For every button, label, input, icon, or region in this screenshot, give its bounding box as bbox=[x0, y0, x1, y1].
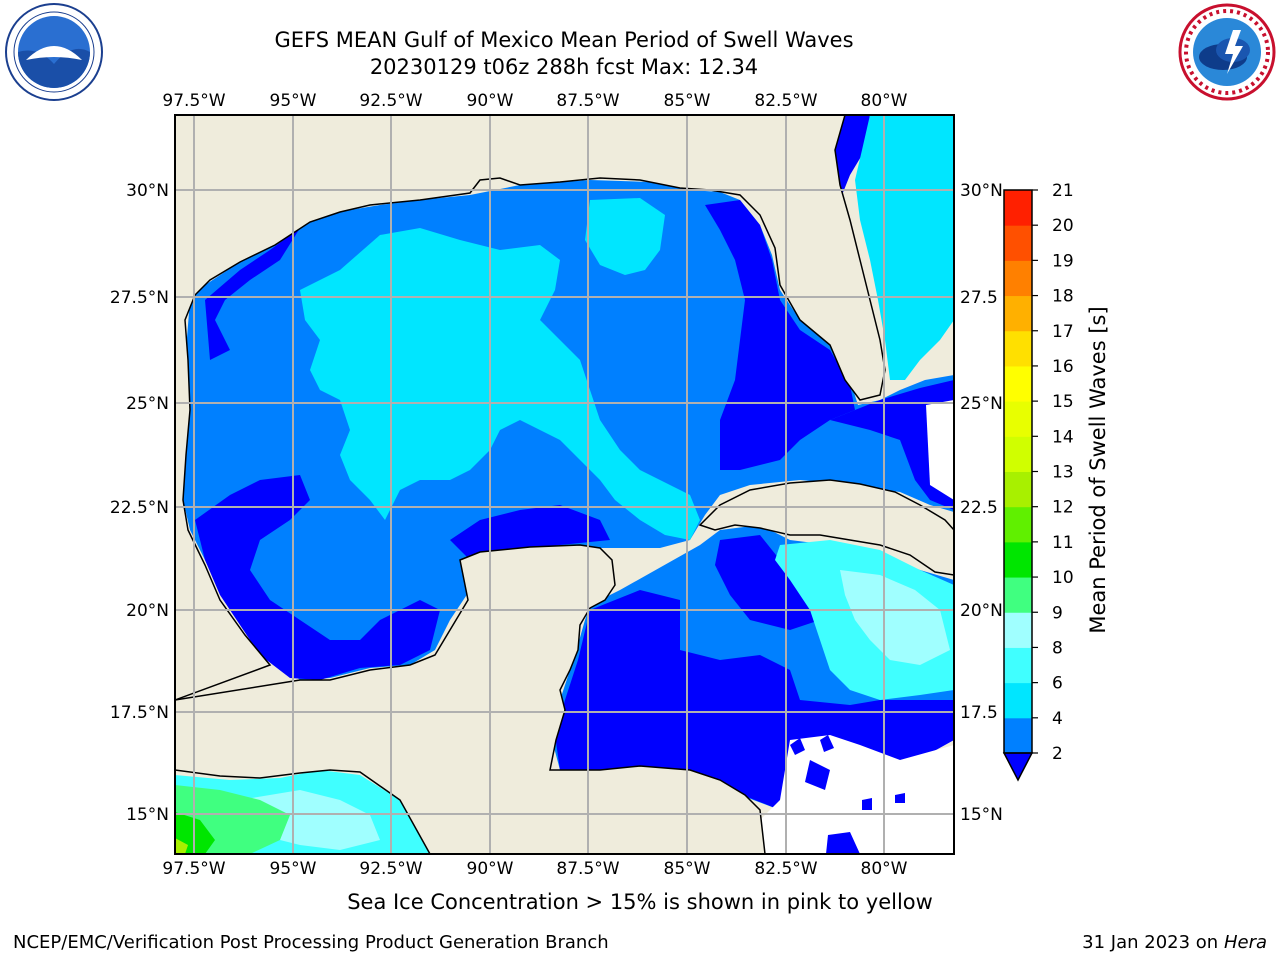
colorbar-segment bbox=[1004, 330, 1032, 367]
footer-host: Hera bbox=[1223, 932, 1267, 953]
colorbar-tick-label: 14 bbox=[1052, 427, 1074, 447]
colorbar-tick-label: 17 bbox=[1052, 322, 1074, 342]
lon-label: 95°W bbox=[270, 859, 317, 879]
lat-label: 30°N bbox=[960, 181, 1003, 201]
lat-label: 27.5°N bbox=[110, 288, 169, 308]
noaa-logo bbox=[5, 3, 103, 101]
lon-label: 97.5°W bbox=[162, 859, 225, 879]
colorbar-segment bbox=[1004, 225, 1032, 261]
national-weather-service-logo bbox=[1178, 3, 1276, 101]
colorbar-segment bbox=[1004, 295, 1032, 332]
caribbean-lighter-patch bbox=[840, 570, 950, 665]
colorbar: 2 4 6 8 9 10 11 12 13 14 15 16 17 18 19 20 21 bbox=[1002, 181, 1074, 782]
lat-label: 27.5 bbox=[960, 288, 998, 308]
left-latitude-labels: 30°N 27.5°N 25°N 22.5°N 20°N 17.5°N 15°N bbox=[110, 181, 169, 825]
colorbar-segment bbox=[1004, 541, 1032, 578]
lon-label: 87.5°W bbox=[556, 859, 619, 879]
missing-data-areas bbox=[760, 400, 954, 854]
yucatan-central-america bbox=[175, 544, 766, 854]
graticule bbox=[175, 115, 954, 854]
colorbar-tick-label: 16 bbox=[1052, 357, 1074, 377]
colorbar-tick-label: 9 bbox=[1052, 603, 1063, 623]
colorbar-segment bbox=[1004, 612, 1032, 648]
colorbar-tick-label: 19 bbox=[1052, 251, 1074, 271]
cuba bbox=[698, 479, 954, 576]
bottom-longitude-labels: 97.5°W 95°W 92.5°W 90°W 87.5°W 85°W 82.5… bbox=[162, 859, 907, 879]
lon-label: 92.5°W bbox=[359, 859, 422, 879]
scattered-blue-cells bbox=[790, 735, 905, 854]
lat-label: 20°N bbox=[960, 601, 1003, 621]
colorbar-tick-label: 18 bbox=[1052, 287, 1074, 307]
lat-label: 15°N bbox=[126, 805, 169, 825]
lon-label: 80°W bbox=[861, 859, 908, 879]
cyan-central-band bbox=[300, 228, 700, 540]
colorbar-tick-label: 15 bbox=[1052, 392, 1074, 412]
colorbar-segment bbox=[1004, 717, 1032, 754]
footer-date-text: 31 Jan 2023 on bbox=[1082, 932, 1224, 953]
lat-label: 20°N bbox=[126, 601, 169, 621]
atlantic-cyan bbox=[855, 115, 954, 380]
colorbar-segment bbox=[1004, 471, 1032, 508]
colorbar-tick-label: 20 bbox=[1052, 216, 1074, 236]
pacific-yellow-green bbox=[175, 838, 188, 854]
lat-label: 17.5 bbox=[960, 703, 998, 723]
colorbar-segment bbox=[1004, 682, 1032, 719]
colorbar-segment bbox=[1004, 436, 1032, 472]
colorbar-segment bbox=[1004, 190, 1032, 226]
colorbar-segment bbox=[1004, 506, 1032, 543]
lon-label: 87.5°W bbox=[556, 91, 619, 111]
colorbar-tick-label: 4 bbox=[1052, 709, 1063, 729]
colorbar-tick-label: 6 bbox=[1052, 674, 1063, 694]
lon-label: 85°W bbox=[664, 859, 711, 879]
colorbar-segment bbox=[1004, 577, 1032, 613]
lat-label: 22.5°N bbox=[110, 498, 169, 518]
colorbar-tick-label: 12 bbox=[1052, 498, 1074, 518]
lon-label: 90°W bbox=[467, 91, 514, 111]
colorbar-tick-label: 11 bbox=[1052, 533, 1074, 553]
lon-label: 82.5°W bbox=[754, 859, 817, 879]
colorbar-segment bbox=[1004, 401, 1032, 437]
footer-date: 31 Jan 2023 on Hera bbox=[1082, 932, 1267, 953]
lat-label: 25°N bbox=[126, 394, 169, 414]
right-latitude-labels: 30°N 27.5 25°N 22.5 20°N 17.5 15°N bbox=[960, 181, 1003, 825]
top-longitude-labels: 97.5°W 95°W 92.5°W 90°W 87.5°W 85°W 82.5… bbox=[162, 91, 907, 111]
colorbar-tick-label: 2 bbox=[1052, 744, 1063, 764]
lon-label: 85°W bbox=[664, 91, 711, 111]
colorbar-under-extension bbox=[1002, 752, 1034, 782]
colorbar-tick-label: 10 bbox=[1052, 568, 1074, 588]
cyan-north-patch bbox=[585, 198, 665, 275]
colorbar-label: Mean Period of Swell Waves [s] bbox=[1086, 306, 1110, 634]
lon-label: 92.5°W bbox=[359, 91, 422, 111]
lon-label: 82.5°W bbox=[754, 91, 817, 111]
lat-label: 22.5 bbox=[960, 498, 998, 518]
lat-label: 15°N bbox=[960, 805, 1003, 825]
lon-label: 80°W bbox=[861, 91, 908, 111]
lat-label: 30°N bbox=[126, 181, 169, 201]
colorbar-segment bbox=[1004, 365, 1032, 402]
sea-ice-note: Sea Ice Concentration > 15% is shown in … bbox=[347, 890, 933, 914]
lon-label: 97.5°W bbox=[162, 91, 225, 111]
colorbar-tick-label: 8 bbox=[1052, 638, 1063, 658]
lon-label: 90°W bbox=[467, 859, 514, 879]
footer-credit: NCEP/EMC/Verification Post Processing Pr… bbox=[13, 932, 609, 953]
colorbar-segment bbox=[1004, 260, 1032, 297]
colorbar-tick-label: 13 bbox=[1052, 463, 1074, 483]
colorbar-segment bbox=[1004, 647, 1032, 684]
lat-label: 25°N bbox=[960, 394, 1003, 414]
lat-label: 17.5°N bbox=[110, 703, 169, 723]
colorbar-tick-label: 21 bbox=[1052, 181, 1074, 201]
chart-subtitle: 20230129 t06z 288h fcst Max: 12.34 bbox=[369, 55, 759, 79]
chart-title: GEFS MEAN Gulf of Mexico Mean Period of … bbox=[274, 28, 854, 52]
lon-label: 95°W bbox=[270, 91, 317, 111]
map-frame bbox=[174, 114, 955, 855]
